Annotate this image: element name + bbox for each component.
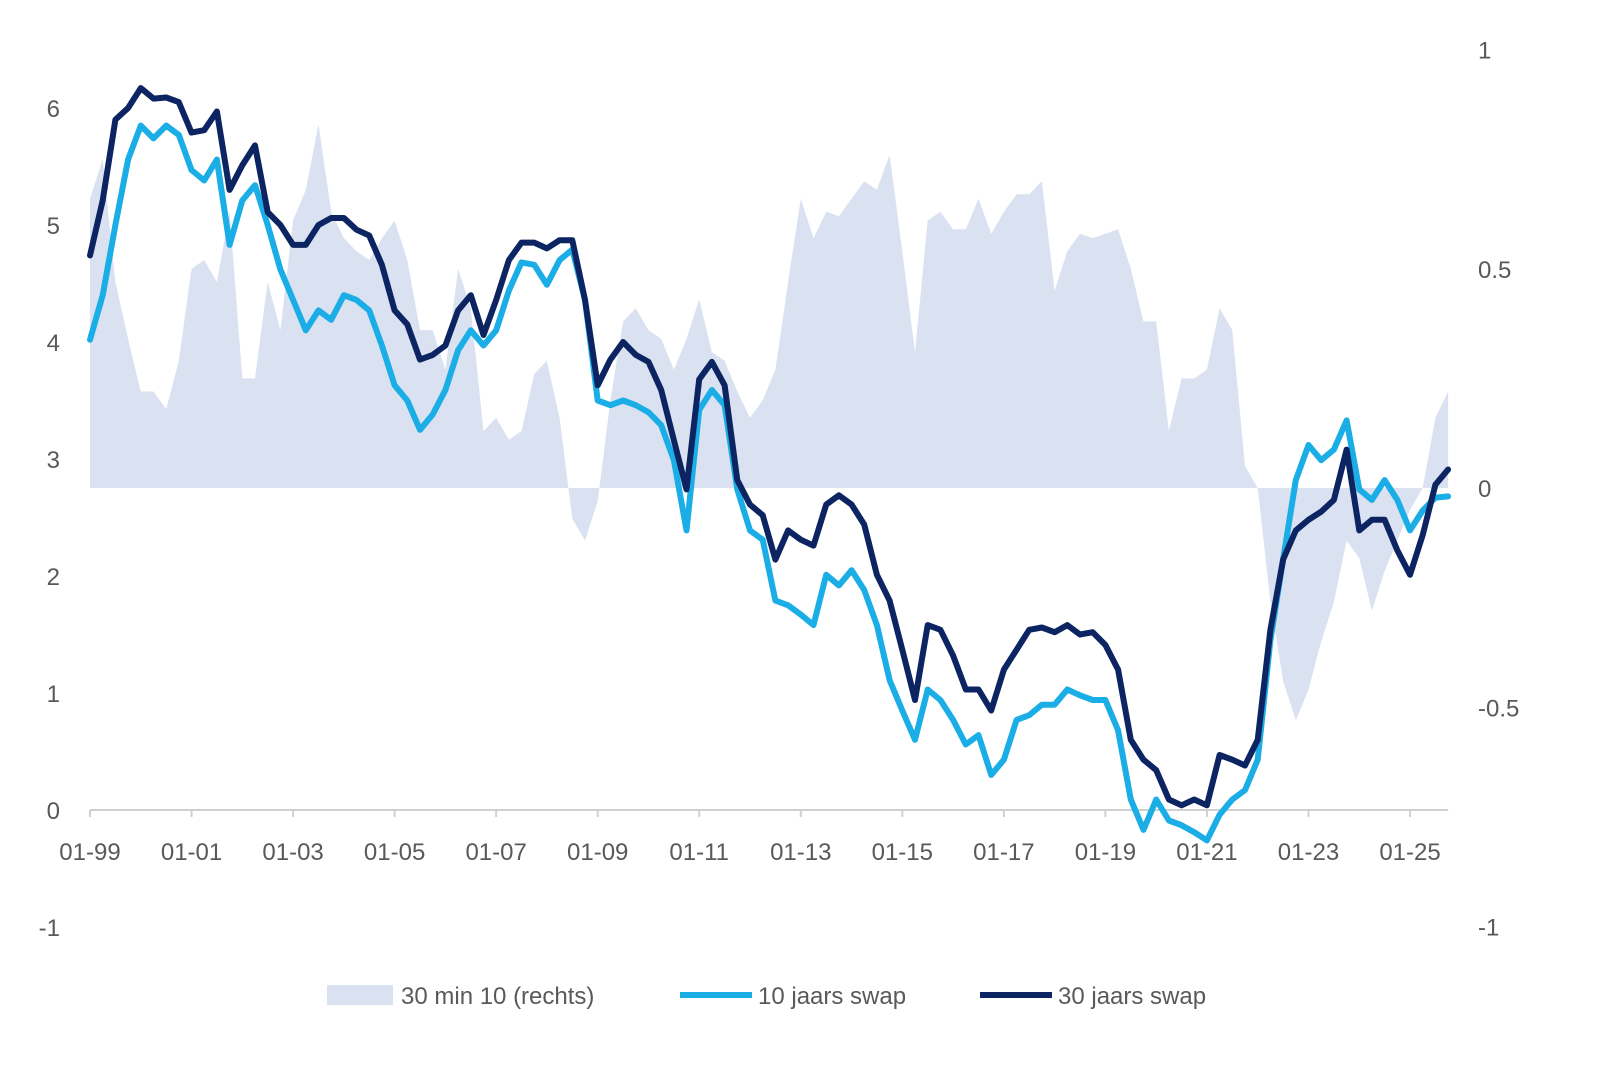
x-tick-label: 01-15	[872, 839, 933, 866]
x-tick-label: 01-03	[262, 839, 323, 866]
left-y-tick-label: 3	[47, 447, 60, 474]
left-y-tick-label: 0	[47, 798, 60, 825]
right-y-axis: -1 -0.5 0 0.5 1	[1478, 38, 1519, 942]
x-tick-label: 01-07	[465, 839, 526, 866]
series-area-spread-30-min-10	[90, 124, 1449, 721]
x-tick-label: 01-99	[59, 839, 120, 866]
right-y-tick-label: 1	[1478, 38, 1491, 65]
x-axis	[89, 809, 1449, 817]
line-layer	[87, 85, 1452, 844]
x-tick-label: 01-13	[770, 839, 831, 866]
legend-label-spread: 30 min 10 (rechts)	[401, 983, 594, 1010]
series-line-10-jaars-swap	[87, 122, 1452, 844]
x-tick-label: 01-17	[973, 839, 1034, 866]
left-y-axis: -1 0 1 2 3 4 5 6	[39, 96, 60, 942]
x-tick-label: 01-25	[1379, 839, 1440, 866]
x-tick-label: 01-11	[669, 839, 729, 866]
left-y-tick-label: 5	[47, 213, 60, 240]
legend-label-30y: 30 jaars swap	[1058, 983, 1206, 1010]
left-y-tick-label: 2	[47, 564, 60, 591]
left-y-tick-label: 4	[47, 330, 60, 357]
right-y-tick-label: 0.5	[1478, 257, 1511, 284]
right-y-tick-label: -0.5	[1478, 695, 1519, 722]
x-tick-label: 01-05	[364, 839, 425, 866]
x-tick-label: 01-19	[1075, 839, 1136, 866]
left-y-tick-label: -1	[39, 915, 60, 942]
spread-area-layer	[90, 124, 1449, 721]
legend: 30 min 10 (rechts) 10 jaars swap 30 jaar…	[327, 983, 1206, 1010]
x-tick-label: 01-23	[1278, 839, 1339, 866]
left-y-tick-label: 6	[47, 96, 60, 123]
x-axis-tick-labels: 01-99 01-01 01-03 01-05 01-07 01-09 01-11 01-13…	[59, 839, 1440, 866]
legend-swatch-spread-area	[327, 985, 393, 1005]
right-y-tick-label: -1	[1478, 915, 1499, 942]
x-tick-label: 01-09	[567, 839, 628, 866]
series-line-30-jaars-swap	[87, 85, 1452, 809]
right-y-tick-label: 0	[1478, 476, 1491, 503]
left-y-tick-label: 1	[47, 681, 60, 708]
x-tick-label: 01-01	[161, 839, 222, 866]
x-tick-label: 01-21	[1176, 839, 1237, 866]
legend-label-10y: 10 jaars swap	[758, 983, 906, 1010]
